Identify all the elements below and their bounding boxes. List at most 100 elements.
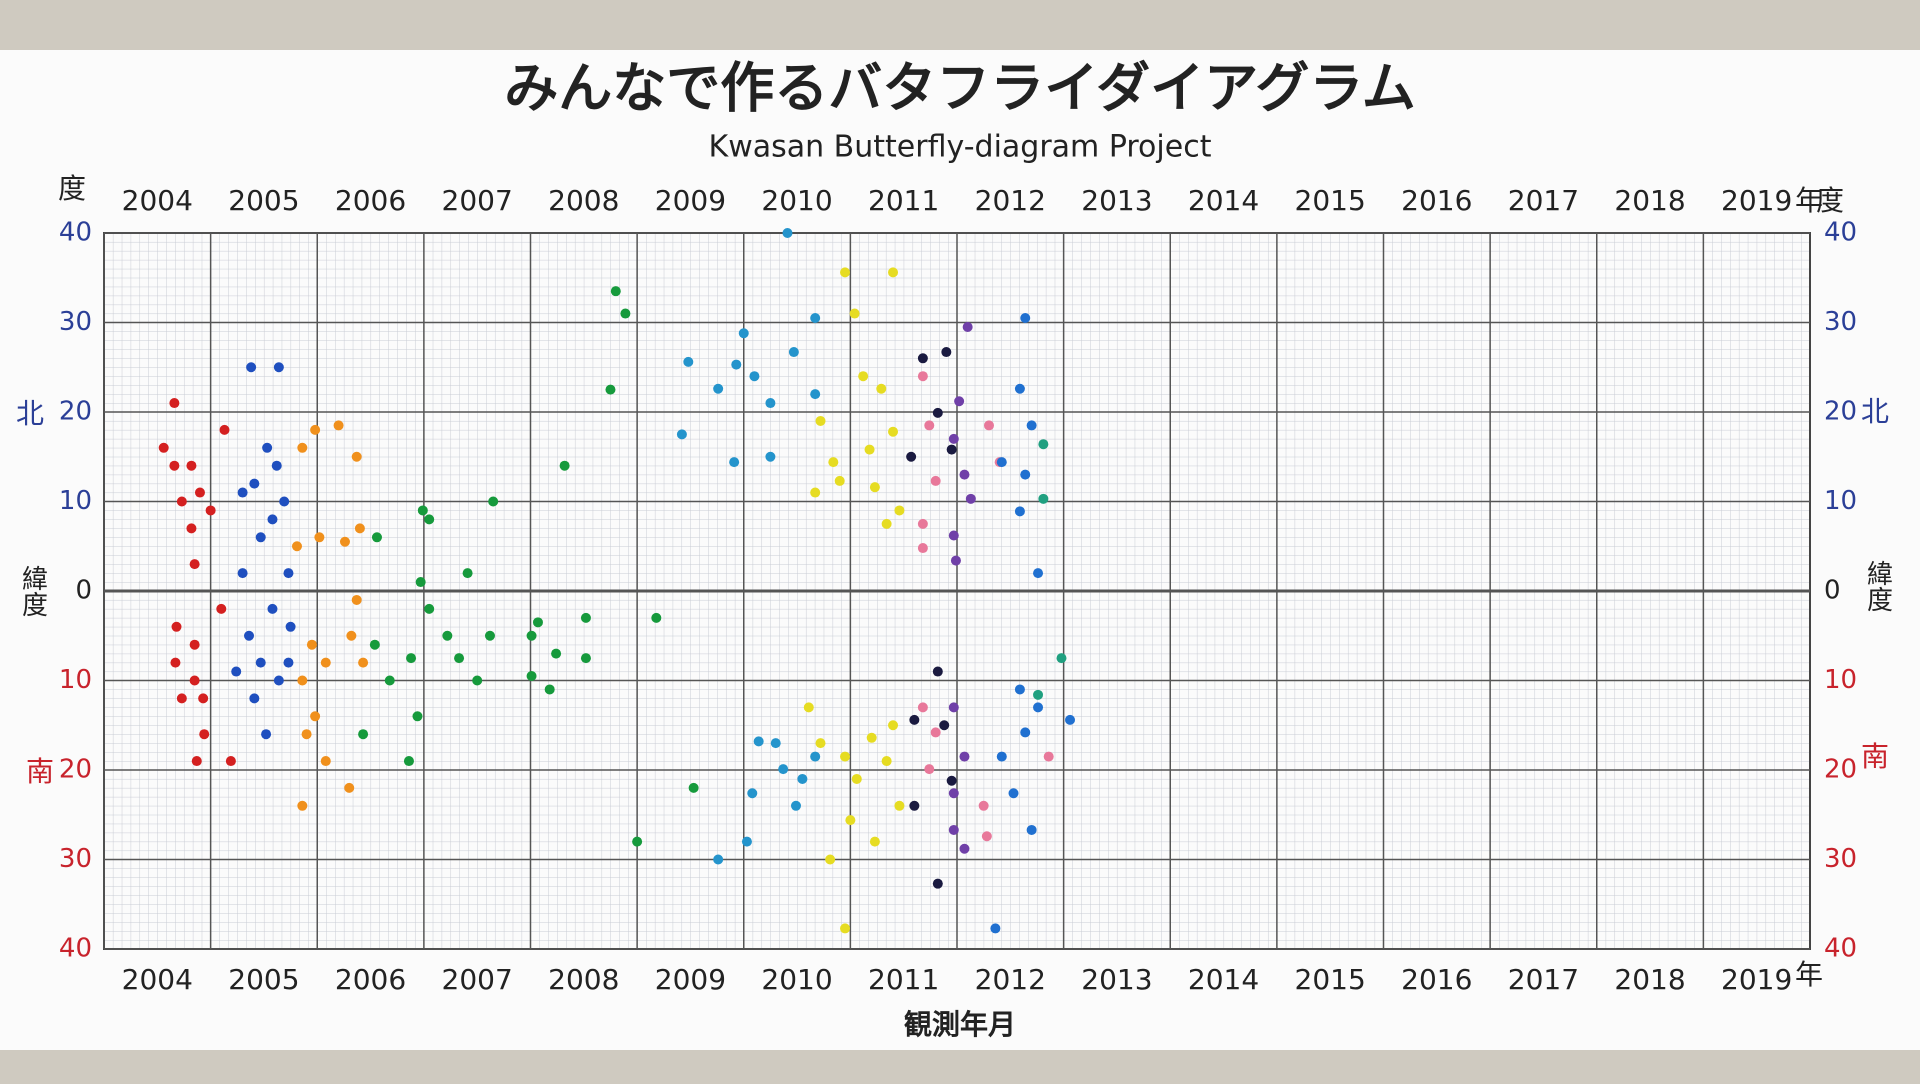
point (909, 714, 920, 725)
point (176, 693, 187, 704)
point (924, 764, 935, 775)
point (845, 815, 856, 826)
point (358, 729, 369, 740)
point (620, 308, 631, 319)
point (894, 505, 905, 516)
point (225, 756, 236, 767)
point (1026, 824, 1037, 835)
point (283, 568, 294, 579)
x-tick-label: 2010 (761, 184, 832, 217)
point (917, 371, 928, 382)
point (158, 442, 169, 453)
point (1033, 568, 1044, 579)
point (1014, 684, 1025, 695)
point (271, 460, 282, 471)
y-tick-label: 20 (59, 755, 92, 785)
point (810, 487, 821, 498)
point (939, 720, 950, 731)
point (283, 657, 294, 668)
point (559, 460, 570, 471)
x-tick-label: 2014 (1188, 184, 1259, 217)
point (983, 420, 994, 431)
x-tick-label: 2009 (655, 963, 726, 996)
point (729, 457, 740, 468)
point (544, 684, 555, 695)
y-tick-label: 20 (1824, 755, 1857, 785)
point (384, 675, 395, 686)
point (888, 267, 899, 278)
point (310, 424, 321, 435)
point (996, 457, 1007, 468)
x-tick-label: 2004 (122, 184, 193, 217)
y-tick-label: 30 (1824, 307, 1857, 337)
point (339, 536, 350, 547)
point (765, 398, 776, 409)
point (849, 308, 860, 319)
point (351, 594, 362, 605)
point (605, 384, 616, 395)
y-tick-label: 0 (1824, 576, 1841, 606)
y-tick-label: 40 (1824, 218, 1857, 248)
y-tick-label: 10 (1824, 486, 1857, 516)
point (741, 836, 752, 847)
latitude-label-left: 緯度 (18, 565, 48, 617)
point (932, 878, 943, 889)
point (261, 729, 272, 740)
chart-title: みんなで作るバタフライダイアグラム (504, 57, 1416, 120)
point (1038, 493, 1049, 504)
point (198, 693, 209, 704)
point (917, 543, 928, 554)
x-tick-label: 2017 (1508, 963, 1579, 996)
point (981, 831, 992, 842)
y-tick-label: 20 (59, 397, 92, 427)
point (1033, 702, 1044, 713)
x-tick-label: 2015 (1295, 184, 1366, 217)
point (371, 532, 382, 543)
x-unit-bottom: 年 (1795, 958, 1823, 991)
x-tick-label: 2012 (975, 963, 1046, 996)
point (580, 653, 591, 664)
point (747, 788, 758, 799)
point (462, 568, 473, 579)
point (285, 621, 296, 632)
point (424, 603, 435, 614)
point (941, 347, 952, 358)
point (301, 729, 312, 740)
point (770, 738, 781, 749)
point (369, 639, 380, 650)
point (778, 764, 789, 775)
point (881, 756, 892, 767)
point (815, 415, 826, 426)
point (472, 675, 483, 686)
point (683, 356, 694, 367)
x-tick-label: 2015 (1295, 963, 1366, 996)
point (484, 630, 495, 641)
point (803, 702, 814, 713)
y-tick-label: 30 (1824, 844, 1857, 874)
point (273, 675, 284, 686)
point (1056, 653, 1067, 664)
point (1020, 469, 1031, 480)
point (840, 923, 851, 934)
x-tick-label: 2005 (228, 963, 299, 996)
point (526, 630, 537, 641)
x-tick-label: 2011 (868, 184, 939, 217)
latitude-label-right: 緯度 (1863, 560, 1893, 612)
point (231, 666, 242, 677)
point (273, 362, 284, 373)
point (297, 675, 308, 686)
point (333, 420, 344, 431)
point (1026, 420, 1037, 431)
point (869, 482, 880, 493)
point (191, 756, 202, 767)
point (924, 420, 935, 431)
point (255, 657, 266, 668)
point (297, 442, 308, 453)
y-unit-left: 度 (58, 172, 86, 205)
point (959, 843, 970, 854)
y-tick-label: 10 (1824, 665, 1857, 695)
north-label-right: 北 (1861, 395, 1889, 428)
point (1020, 727, 1031, 738)
point (950, 555, 961, 566)
point (189, 559, 200, 570)
